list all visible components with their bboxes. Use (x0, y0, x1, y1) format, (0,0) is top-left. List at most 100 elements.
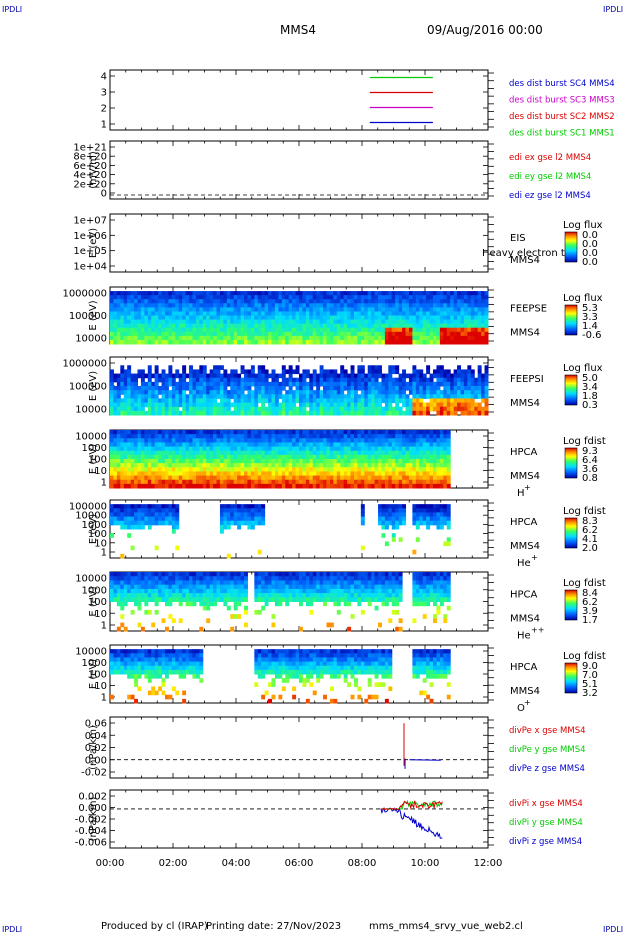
heatmap-cell (388, 476, 392, 481)
heatmap-cell (395, 521, 399, 526)
heatmap-cell (430, 394, 434, 399)
heatmap-cell (189, 320, 193, 325)
heatmap-cell (385, 504, 389, 509)
heatmap-cell (395, 369, 399, 374)
heatmap-cell (361, 476, 365, 481)
heatmap-cell (254, 386, 258, 391)
legend-entry: edi ez gse l2 MMS4 (509, 191, 591, 201)
heatmap-cell (172, 311, 176, 316)
heatmap-cell (313, 394, 317, 399)
heatmap-cell (158, 328, 162, 333)
heatmap-cell (406, 407, 410, 412)
heatmap-cell (426, 303, 430, 308)
heatmap-cell (385, 378, 389, 383)
heatmap-cell (302, 307, 306, 312)
heatmap-cell (251, 328, 255, 333)
heatmap-cell (217, 295, 221, 300)
heatmap-cell (144, 340, 148, 345)
heatmap-cell (419, 336, 423, 341)
heatmap-cell (333, 394, 337, 399)
heatmap-cell (330, 340, 334, 345)
heatmap-cell (481, 299, 485, 304)
heatmap-cell (155, 447, 159, 452)
heatmap-cell (162, 434, 166, 439)
heatmap-cell (192, 484, 196, 489)
heatmap-cell (440, 451, 444, 456)
heatmap-cell (148, 303, 152, 308)
heatmap-cell (478, 386, 482, 391)
heatmap-cell (378, 455, 382, 460)
heatmap-cell (272, 374, 276, 379)
heatmap-cell (399, 467, 403, 472)
heatmap-cell (436, 407, 440, 412)
heatmap-cell (357, 336, 361, 341)
heatmap-cell (447, 291, 451, 296)
heatmap-cell (227, 459, 231, 464)
heatmap-cell (217, 369, 221, 374)
heatmap-cell (375, 459, 379, 464)
heatmap-cell (402, 311, 406, 316)
heatmap-cell (237, 316, 241, 321)
heatmap-cell (179, 411, 183, 416)
heatmap-cell (151, 398, 155, 403)
heatmap-cell (326, 390, 330, 395)
colorbar-tick-label: 0.3 (582, 400, 598, 411)
heatmap-cell (237, 504, 241, 509)
heatmap-cell (182, 447, 186, 452)
heatmap-cell (454, 382, 458, 387)
heatmap-cell (162, 390, 166, 395)
heatmap-cell (110, 336, 114, 341)
heatmap-cell (402, 442, 406, 447)
heatmap-cell (196, 463, 200, 468)
heatmap-cell (127, 576, 131, 581)
heatmap-cell (395, 299, 399, 304)
heatmap-cell (361, 303, 365, 308)
heatmap-cell (258, 407, 262, 412)
heatmap-cell (168, 340, 172, 345)
heatmap-cell (199, 398, 203, 403)
heatmap-cell (220, 340, 224, 345)
heatmap-cell (199, 394, 203, 399)
heatmap-cell (137, 386, 141, 391)
heatmap-cell (192, 336, 196, 341)
heatmap-cell (368, 332, 372, 337)
heatmap-cell (385, 386, 389, 391)
heatmap-cell (309, 467, 313, 472)
heatmap-cell (110, 597, 114, 602)
heatmap-cell (423, 455, 427, 460)
heatmap-cell (172, 394, 176, 399)
heatmap-cell (285, 447, 289, 452)
heatmap-cell (454, 374, 458, 379)
heatmap-cell (381, 398, 385, 403)
heatmap-cell (454, 369, 458, 374)
heatmap-cell (192, 480, 196, 485)
heatmap-cell (368, 398, 372, 403)
heatmap-cell (285, 398, 289, 403)
heatmap-cell (120, 597, 124, 602)
heatmap-cell (409, 299, 413, 304)
heatmap-cell (189, 336, 193, 341)
heatmap-cell (430, 386, 434, 391)
heatmap-cell (399, 320, 403, 325)
heatmap-cell (247, 517, 251, 522)
heatmap-cell (299, 447, 303, 452)
heatmap-cell (381, 295, 385, 300)
heatmap-cell (354, 471, 358, 476)
heatmap-cell (175, 512, 179, 517)
heatmap-cell (213, 382, 217, 387)
heatmap-cell (261, 365, 265, 370)
heatmap-cell (474, 386, 478, 391)
heatmap-cell (457, 311, 461, 316)
heatmap-cell (217, 382, 221, 387)
heatmap-cell (419, 394, 423, 399)
heatmap-cell (155, 504, 159, 509)
heatmap-cell (272, 471, 276, 476)
heatmap-cell (313, 480, 317, 485)
heatmap-cell (155, 403, 159, 408)
heatmap-cell (120, 365, 124, 370)
heatmap-cell (203, 455, 207, 460)
heatmap-cell (426, 517, 430, 522)
heatmap-cell (282, 386, 286, 391)
heatmap-cell (241, 365, 245, 370)
heatmap-cell (399, 407, 403, 412)
